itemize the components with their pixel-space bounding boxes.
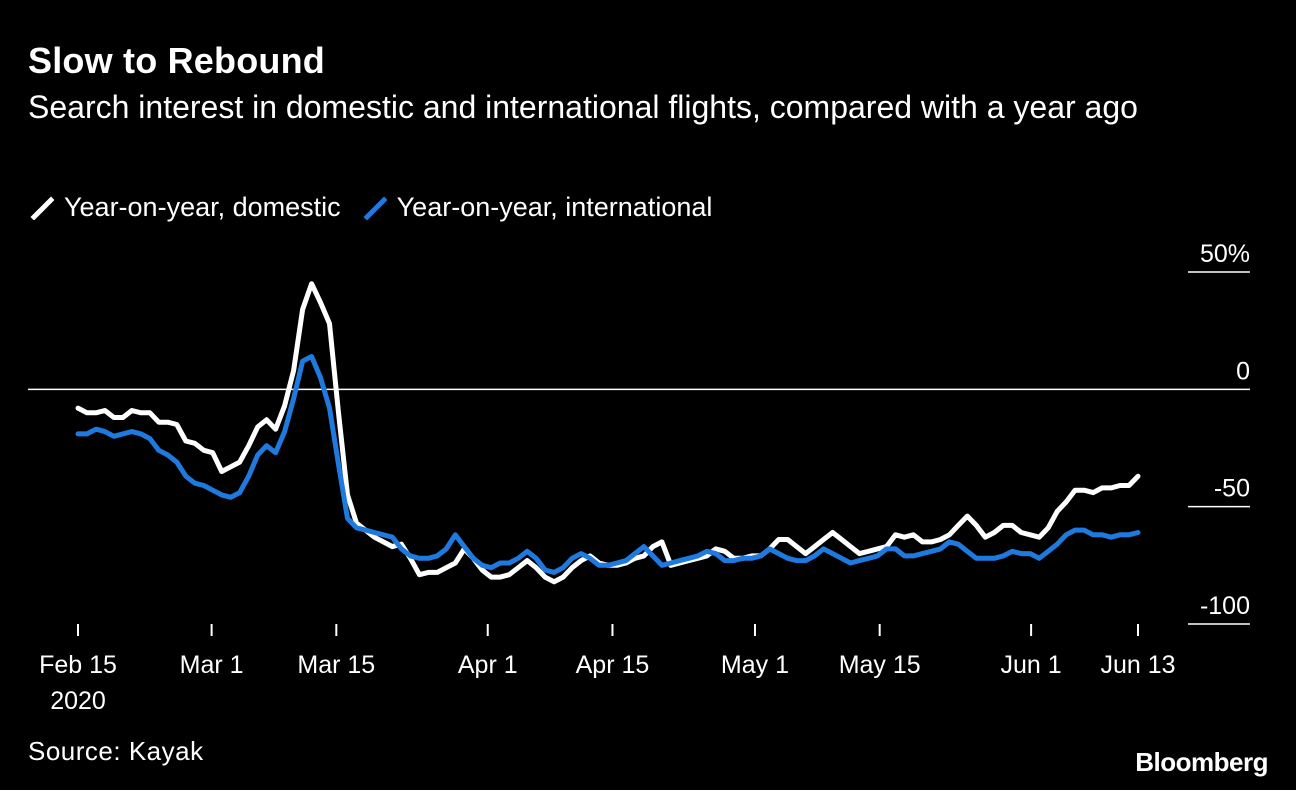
x-tick-label: May 1 (721, 651, 789, 679)
legend-label-international: Year-on-year, international (396, 192, 713, 222)
y-tick-label-minus-50: -50 (1214, 475, 1250, 503)
series-line-domestic (75, 281, 1141, 585)
x-axis: Feb 15 2020 Mar 1 Mar 15 Apr 1 Apr 15 May 1 May… (39, 624, 1176, 715)
chart-title: Slow to Rebound (28, 40, 325, 81)
legend-swatch-international (363, 195, 387, 220)
brand-logo: Bloomberg (1135, 747, 1268, 777)
legend-swatch-domestic (30, 195, 54, 220)
x-tick-label: Apr 1 (458, 651, 518, 679)
legend: Year-on-year, domestic Year-on-year, int… (30, 192, 734, 223)
x-tick-label: Jun 13 (1100, 651, 1175, 679)
legend-label-domestic: Year-on-year, domestic (64, 192, 341, 222)
source-note: Source: Kayak (28, 736, 204, 766)
y-tick-label-minus-100: -100 (1200, 592, 1250, 620)
series-lines (75, 281, 1141, 585)
y-tick-label-50: 50% (1200, 240, 1250, 268)
x-tick-label: Apr 15 (576, 651, 650, 679)
x-tick-sublabel: 2020 (50, 687, 106, 715)
chart-subtitle: Search interest in domestic and internat… (28, 89, 1138, 125)
y-tick-label-0: 0 (1236, 357, 1250, 385)
series-line-international (75, 354, 1141, 575)
legend-item-international: Year-on-year, international (363, 192, 713, 223)
x-tick-label: May 15 (839, 651, 921, 679)
x-tick-label: Mar 1 (180, 651, 244, 679)
y-axis: 50% 0 -50 -100 (28, 240, 1250, 625)
legend-item-domestic: Year-on-year, domestic (30, 192, 341, 223)
x-tick-label: Feb 15 (39, 651, 117, 679)
x-tick-label: Mar 15 (297, 651, 375, 679)
x-tick-label: Jun 1 (1001, 651, 1062, 679)
